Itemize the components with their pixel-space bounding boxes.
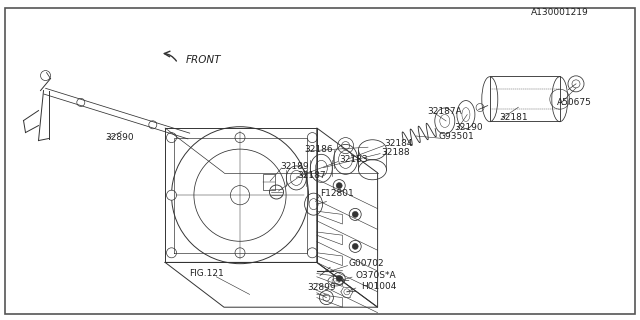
Text: O370S*A: O370S*A xyxy=(355,271,396,280)
Text: 32189: 32189 xyxy=(280,162,309,171)
Text: 32181: 32181 xyxy=(499,113,528,122)
Circle shape xyxy=(166,132,177,143)
Text: 32183: 32183 xyxy=(339,156,368,164)
Text: G00702: G00702 xyxy=(349,260,385,268)
Circle shape xyxy=(352,212,358,217)
Bar xyxy=(263,174,275,190)
Text: 32190: 32190 xyxy=(454,124,483,132)
Text: A50675: A50675 xyxy=(557,98,591,107)
Circle shape xyxy=(235,248,245,258)
Circle shape xyxy=(235,132,245,143)
Text: 32890: 32890 xyxy=(106,133,134,142)
Text: F12801: F12801 xyxy=(320,189,354,198)
Circle shape xyxy=(166,190,177,200)
Text: FIG.121: FIG.121 xyxy=(189,269,223,278)
Circle shape xyxy=(307,248,317,258)
Text: 32187A: 32187A xyxy=(428,107,462,116)
Text: 32899: 32899 xyxy=(307,284,336,292)
Text: 32186: 32186 xyxy=(305,145,333,154)
Text: 32188: 32188 xyxy=(381,148,410,157)
Text: A130001219: A130001219 xyxy=(531,8,589,17)
Text: 32184: 32184 xyxy=(384,140,413,148)
Circle shape xyxy=(336,276,342,281)
Circle shape xyxy=(352,244,358,249)
Circle shape xyxy=(166,248,177,258)
Circle shape xyxy=(307,132,317,143)
Circle shape xyxy=(336,183,342,188)
Text: FRONT: FRONT xyxy=(186,55,221,65)
Text: 32187: 32187 xyxy=(298,171,326,180)
Bar xyxy=(490,76,560,121)
Text: G93501: G93501 xyxy=(438,132,474,141)
Text: H01004: H01004 xyxy=(362,282,397,291)
